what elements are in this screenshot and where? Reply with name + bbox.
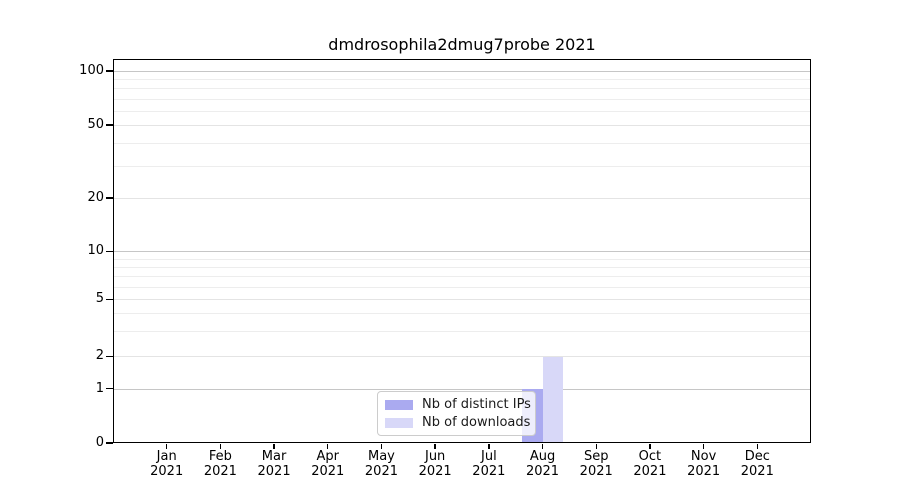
gridline-60: [113, 110, 811, 112]
x-tick-label-4: Apr 2021: [311, 449, 345, 479]
x-tick-label-11: Nov 2021: [687, 449, 721, 479]
gridline-1: [113, 388, 811, 390]
gridline-9: [113, 258, 811, 260]
gridline-90: [113, 79, 811, 81]
y-tick-mark-0: [106, 442, 113, 444]
gridline-5: [113, 299, 811, 301]
legend: Nb of distinct IPs Nb of downloads: [377, 391, 536, 436]
y-tick-mark-2: [106, 355, 113, 358]
y-tick-mark-5: [106, 298, 113, 301]
x-tick-mark-1: [165, 444, 168, 449]
y-tick-label-5: 5: [95, 291, 104, 307]
x-tick-label-1: Jan 2021: [150, 449, 184, 479]
y-tick-mark-50: [106, 124, 113, 126]
gridline-40: [113, 142, 811, 144]
y-tick-label-20: 20: [87, 190, 104, 205]
gridline-20: [113, 198, 811, 199]
x-tick-mark-11: [702, 444, 705, 449]
y-tick-label-0: 0: [95, 435, 104, 450]
y-tick-mark-20: [106, 197, 113, 199]
gridline-100: [113, 71, 811, 73]
x-tick-label-10: Oct 2021: [633, 449, 667, 479]
x-tick-label-7: Jul 2021: [472, 449, 506, 479]
bar-nb-of-downloads-aug-2021: [542, 356, 564, 443]
x-tick-mark-3: [273, 444, 275, 449]
x-tick-mark-9: [595, 444, 597, 449]
y-tick-label-100: 100: [79, 63, 104, 79]
gridline-70: [113, 98, 811, 100]
gridline-7: [113, 276, 811, 278]
plot-area: [113, 59, 811, 443]
y-tick-mark-1: [106, 387, 113, 390]
x-tick-mark-6: [434, 444, 436, 449]
gridline-6: [113, 286, 811, 288]
gridline-3: [113, 331, 811, 333]
legend-row: Nb of distinct IPs: [385, 396, 535, 412]
x-tick-label-2: Feb 2021: [203, 449, 237, 479]
gridline-4: [113, 313, 811, 315]
x-tick-label-12: Dec 2021: [740, 449, 774, 479]
y-tick-mark-100: [106, 70, 113, 72]
legend-label: Nb of distinct IPs: [422, 396, 531, 412]
y-tick-label-2: 2: [95, 348, 104, 364]
x-tick-mark-4: [327, 444, 329, 449]
y-tick-label-10: 10: [87, 243, 104, 259]
x-tick-mark-7: [488, 444, 490, 449]
legend-row: Nb of downloads: [385, 414, 535, 430]
gridline-10: [113, 251, 811, 253]
x-tick-label-8: Aug 2021: [525, 449, 560, 479]
x-tick-label-6: Jun 2021: [418, 449, 452, 479]
legend-label: Nb of downloads: [422, 414, 531, 430]
x-tick-mark-2: [219, 444, 222, 449]
x-tick-label-5: May 2021: [364, 449, 398, 479]
x-tick-mark-12: [756, 444, 758, 449]
legend-swatch-icon: [385, 417, 413, 428]
y-tick-label-50: 50: [87, 117, 104, 132]
chart-title: dmdrosophila2dmug7probe 2021: [328, 35, 596, 54]
legend-swatch-icon: [385, 399, 413, 410]
gridline-8: [113, 266, 811, 268]
gridline-80: [113, 88, 811, 90]
gridline-30: [113, 165, 811, 167]
x-tick-mark-5: [380, 444, 383, 449]
y-tick-mark-10: [106, 250, 113, 253]
x-tick-mark-8: [541, 444, 544, 449]
gridline-50: [113, 125, 811, 126]
gridline-2: [113, 356, 811, 358]
x-tick-mark-10: [649, 444, 651, 449]
y-tick-label-1: 1: [95, 380, 104, 396]
x-tick-label-9: Sep 2021: [579, 449, 613, 479]
x-tick-label-3: Mar 2021: [257, 449, 291, 479]
